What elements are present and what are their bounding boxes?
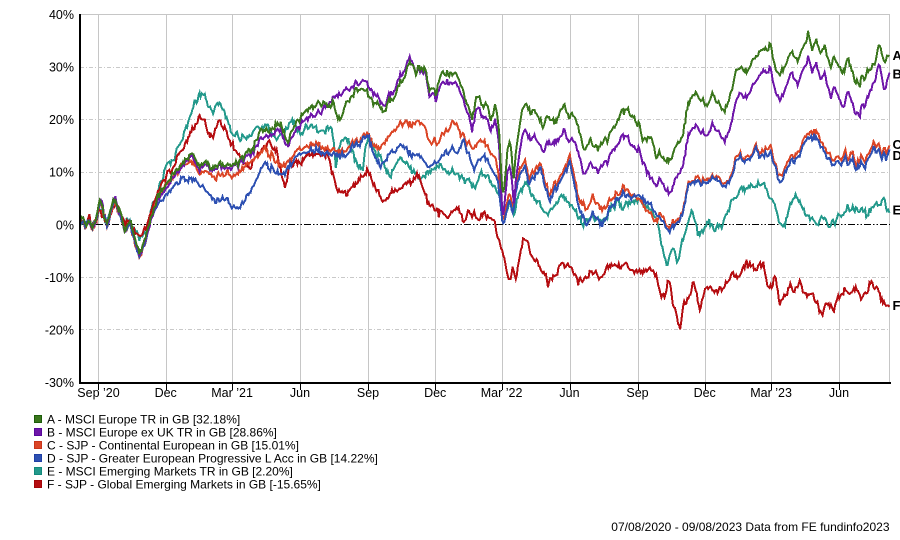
svg-text:E - MSCI Emerging Markets TR i: E - MSCI Emerging Markets TR in GB [2.20… [47,465,293,479]
svg-text:30%: 30% [49,61,74,75]
svg-text:Dec: Dec [155,386,177,400]
svg-text:20%: 20% [49,113,74,127]
svg-text:F: F [893,298,900,313]
svg-text:B - MSCI Europe ex UK TR in GB: B - MSCI Europe ex UK TR in GB [28.86%] [47,426,277,440]
svg-text:0%: 0% [56,218,74,232]
svg-text:-10%: -10% [45,271,74,285]
svg-text:-30%: -30% [45,376,74,390]
svg-text:D - SJP - Greater European Pro: D - SJP - Greater European Progressive L… [47,452,378,466]
svg-text:Dec: Dec [694,386,716,400]
svg-text:Mar ’22: Mar ’22 [481,386,523,400]
svg-text:B: B [893,67,900,82]
svg-text:E: E [893,203,900,218]
svg-text:Mar ’23: Mar ’23 [750,386,792,400]
svg-text:Sep ’20: Sep ’20 [77,386,119,400]
svg-text:Mar ’21: Mar ’21 [211,386,253,400]
svg-text:07/08/2020 - 09/08/2023 Data f: 07/08/2020 - 09/08/2023 Data from FE fun… [611,520,890,534]
svg-text:Sep: Sep [626,386,648,400]
svg-text:Sep: Sep [357,386,379,400]
svg-text:10%: 10% [49,166,74,180]
svg-text:Jun: Jun [559,386,579,400]
svg-text:-20%: -20% [45,323,74,337]
svg-text:Jun: Jun [829,386,849,400]
svg-text:D: D [893,148,900,163]
svg-text:Dec: Dec [424,386,446,400]
svg-text:40%: 40% [49,8,74,22]
svg-text:A: A [893,48,900,63]
svg-text:A - MSCI Europe TR in GB [32.1: A - MSCI Europe TR in GB [32.18%] [47,413,240,427]
svg-text:F - SJP - Global Emerging Mark: F - SJP - Global Emerging Markets in GB … [47,478,321,492]
svg-text:Jun: Jun [290,386,310,400]
svg-text:C - SJP - Continental European: C - SJP - Continental European in GB [15… [47,439,299,453]
